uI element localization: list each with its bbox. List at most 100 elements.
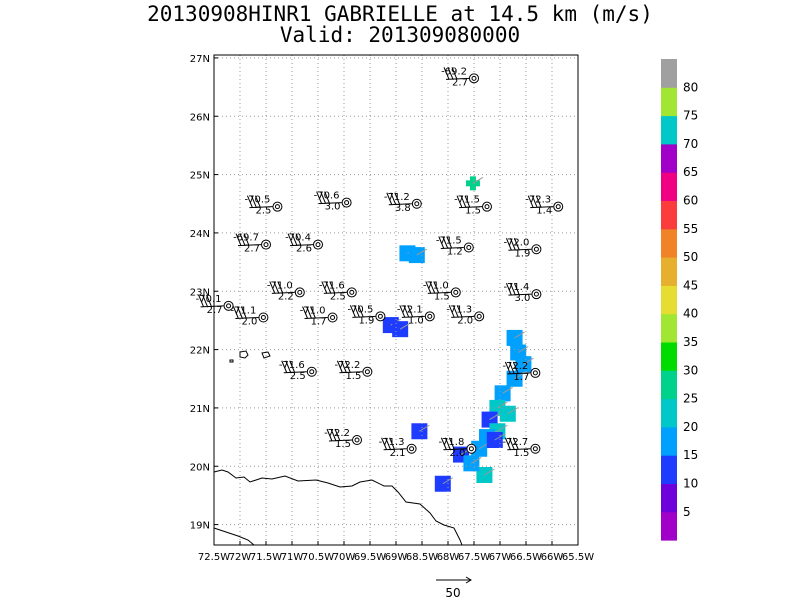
station-plot: -71.12.0 (230, 306, 269, 328)
wind-barb-feather (302, 306, 309, 319)
station-circle-inner (468, 446, 474, 452)
wind-barb-feather (513, 238, 520, 251)
wind-barb-feather (287, 233, 294, 246)
station-speed: 2.1 (390, 448, 406, 459)
station-temperature: -70.4 (285, 233, 311, 244)
colorbar-swatch (661, 313, 677, 343)
station-speed: 3.0 (325, 202, 341, 213)
station-speed: 2.2 (278, 291, 294, 302)
wind-barb (235, 317, 259, 319)
chart-title: 20130908HINR1 GABRIELLE at 14.5 km (m/s) (147, 2, 653, 26)
wind-barb (237, 244, 262, 247)
colorbar-swatch (661, 115, 677, 145)
reference-vector-label: 50 (445, 586, 460, 600)
station-circle-inner (274, 204, 280, 210)
lon-tick-label: 65.5W (562, 552, 594, 563)
station-circle (362, 366, 373, 377)
wind-barb-feather (295, 233, 302, 246)
lon-tick-label: 71.5W (250, 552, 282, 563)
station-plot: -71.01.5 (423, 280, 461, 302)
colorbar-label: 20 (683, 420, 698, 434)
wind-barb-feather (535, 195, 542, 208)
wind-barb-feather (330, 428, 337, 442)
station-plot: -70.52.5 (245, 195, 283, 217)
station-circle (469, 73, 479, 84)
lat-tick-label: 19N (190, 521, 210, 532)
radar-vector (517, 346, 529, 353)
wind-barb-feather (340, 360, 347, 373)
station-plot: -70.63.0 (314, 191, 352, 213)
wind-barb-feather (504, 437, 511, 450)
colorbar-label: 5 (683, 505, 691, 519)
radar-vector (497, 401, 508, 409)
station-circle-inner (532, 370, 538, 376)
lat-tick-label: 25N (190, 171, 210, 182)
station-plot: -71.02.2 (267, 280, 305, 302)
radar-vector (416, 248, 428, 256)
station-plot: -71.01.7 (300, 306, 338, 328)
station-circle (482, 201, 492, 212)
wind-barb-feather (357, 305, 364, 318)
wind-barb-feather (202, 294, 209, 308)
wind-barb-feather (456, 195, 463, 208)
colorbar-label: 35 (683, 335, 698, 349)
wind-barb-feather (329, 281, 336, 294)
station-circle (313, 239, 323, 250)
wind-barb-feather (448, 437, 455, 450)
wind-barb-feather (425, 281, 432, 294)
station-speed: 2.5 (290, 371, 306, 382)
station-speed: 1.5 (434, 291, 450, 302)
colorbar-label: 25 (683, 392, 698, 406)
wind-barb-feather (206, 294, 213, 308)
wind-barb-feather (269, 281, 276, 294)
colorbar-swatch (661, 228, 677, 258)
station-temperature: -72.0 (503, 237, 529, 248)
wind-barb-feather (504, 361, 511, 375)
station-circle-inner (315, 242, 321, 248)
wind-barb-feather (438, 236, 445, 249)
wind-barb (352, 315, 376, 318)
colorbar-swatch (661, 200, 677, 230)
wind-barb (304, 317, 328, 319)
station-plots: -69.22.7-70.52.5-70.63.0-71.23.8-71.51.5… (196, 66, 564, 459)
station-circle (375, 311, 386, 322)
wind-barb-feather (277, 281, 284, 294)
station-speed: 1.9 (514, 248, 530, 259)
station-circle-inner (555, 204, 561, 210)
station-circle (474, 311, 485, 322)
lat-tick-label: 23N (190, 287, 210, 298)
wind-barb (440, 247, 464, 249)
station-circle (327, 312, 338, 323)
wind-barb-feather (399, 305, 406, 318)
wind-barb-feather (390, 192, 397, 205)
station-plot: -71.51.5 (454, 195, 492, 217)
wind-barb-feather (232, 306, 239, 319)
station-temperature: -72.1 (397, 304, 423, 315)
radar-vector (494, 433, 506, 441)
station-speed: 2.7 (452, 77, 468, 88)
radar-vector (419, 424, 430, 432)
station-temperature: -71.1 (230, 306, 256, 317)
wind-barb (507, 448, 531, 451)
radar-wind-layer (382, 176, 534, 492)
station-circle (223, 300, 234, 311)
lon-tick-label: 69.5W (354, 552, 386, 563)
wind-barb (508, 293, 532, 296)
lat-tick-label: 20N (190, 462, 210, 473)
station-temperature: -71.5 (454, 195, 480, 206)
station-temperature: -70.6 (314, 191, 340, 202)
station-temperature: -69.2 (441, 66, 467, 77)
station-speed: 2.5 (330, 291, 346, 302)
station-speed: 1.5 (513, 448, 529, 459)
colorbar-swatch (661, 455, 677, 484)
wind-barb-feather (235, 233, 242, 246)
wind-barb (507, 372, 531, 375)
station-speed: 1.9 (358, 315, 374, 326)
station-plot: -72.21.7 (502, 361, 541, 383)
station-circle (406, 443, 417, 454)
station-speed: 1.5 (465, 206, 481, 217)
station-circle-inner (226, 303, 232, 309)
wind-barb-feather (320, 191, 327, 204)
wind-barb-feather (512, 361, 519, 375)
